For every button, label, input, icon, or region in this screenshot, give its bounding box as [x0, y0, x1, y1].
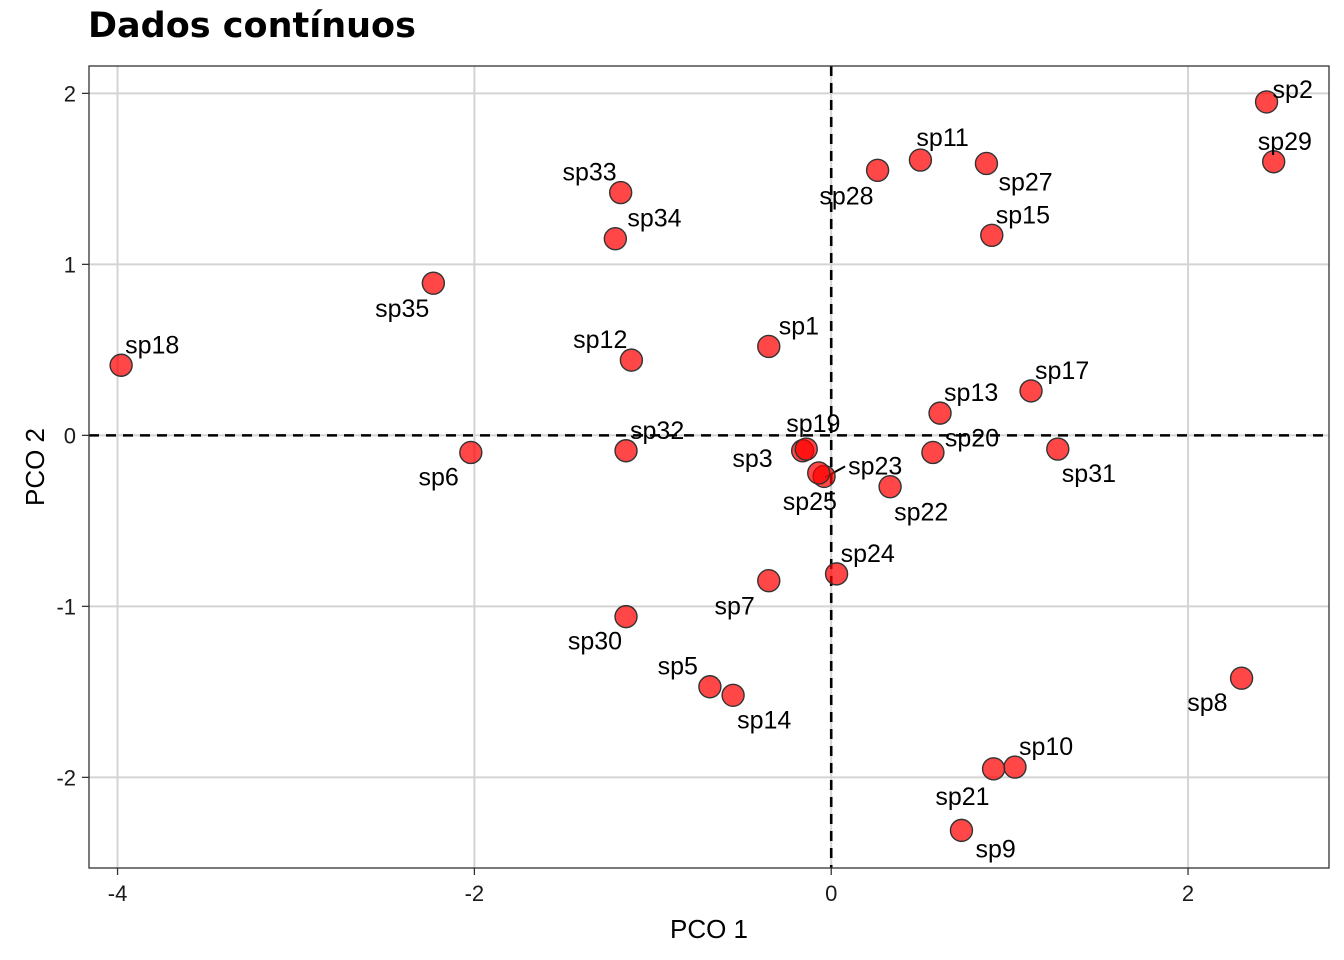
point-labels: sp1 sp2 sp3 sp5 sp6 sp7 sp8 sp9 sp10 sp11 sp12 sp13… — [125, 76, 1313, 863]
x-tick-label: -2 — [465, 881, 485, 906]
x-axis-title: PCO 1 — [670, 914, 748, 944]
point-label-sp17: sp17 — [1035, 357, 1089, 385]
y-axis-title: PCO 2 — [20, 428, 50, 506]
axis-ticks: -4 -2 0 2 -2 -1 0 1 2 — [56, 81, 1194, 906]
point-label-sp1: sp1 — [779, 312, 819, 340]
y-tick-label: -2 — [56, 765, 76, 790]
data-point-sp15 — [980, 223, 1004, 247]
data-points — [109, 90, 1286, 843]
data-point-sp29 — [1261, 150, 1286, 174]
point-label-sp29: sp29 — [1258, 128, 1312, 156]
point-label-sp19: sp19 — [786, 410, 840, 438]
point-label-sp23: sp23 — [848, 452, 902, 480]
point-label-sp7: sp7 — [714, 593, 754, 621]
x-tick-label: 2 — [1182, 881, 1194, 906]
data-point-sp30 — [614, 604, 638, 629]
data-point-sp21 — [981, 757, 1006, 781]
point-label-sp28: sp28 — [819, 182, 873, 210]
data-point-sp8 — [1229, 666, 1254, 690]
point-label-sp6: sp6 — [419, 463, 459, 491]
grid-lines — [89, 66, 1329, 868]
y-tick-label: 2 — [64, 81, 76, 106]
point-label-sp8: sp8 — [1187, 689, 1227, 717]
data-point-sp12 — [619, 348, 644, 372]
y-tick-label: 0 — [64, 423, 76, 448]
point-label-sp12: sp12 — [573, 326, 627, 354]
data-point-sp28 — [865, 158, 890, 183]
chart-title: Dados contínuos — [88, 6, 416, 46]
data-point-sp32 — [614, 439, 638, 463]
data-point-sp31 — [1046, 437, 1070, 461]
y-tick-label: 1 — [64, 252, 76, 277]
data-point-sp24 — [824, 562, 849, 586]
data-point-sp33 — [608, 180, 633, 205]
data-point-sp19 — [794, 437, 818, 461]
data-point-sp9 — [949, 818, 974, 843]
point-label-sp30: sp30 — [568, 628, 622, 656]
data-point-sp14 — [721, 683, 745, 707]
data-point-sp5 — [698, 675, 722, 699]
data-point-sp35 — [421, 271, 446, 295]
point-label-sp25: sp25 — [783, 488, 837, 516]
point-label-sp35: sp35 — [375, 295, 429, 323]
point-label-sp3: sp3 — [732, 445, 772, 473]
point-label-sp33: sp33 — [562, 159, 616, 187]
data-point-sp7 — [757, 569, 781, 593]
data-point-sp1 — [757, 334, 781, 359]
point-label-sp13: sp13 — [944, 379, 998, 407]
y-tick-label: -1 — [56, 594, 76, 619]
point-label-sp20: sp20 — [945, 424, 999, 452]
point-label-sp15: sp15 — [996, 201, 1050, 229]
data-point-sp22 — [878, 474, 902, 499]
data-point-sp18 — [109, 353, 133, 377]
point-label-sp27: sp27 — [998, 168, 1052, 196]
point-label-sp31: sp31 — [1062, 460, 1116, 488]
point-label-sp14: sp14 — [737, 706, 791, 734]
data-point-sp17 — [1019, 379, 1043, 403]
point-label-sp32: sp32 — [630, 417, 684, 445]
point-label-sp21: sp21 — [935, 783, 989, 811]
point-label-sp34: sp34 — [627, 205, 681, 233]
point-label-sp10: sp10 — [1019, 733, 1073, 761]
data-point-sp27 — [974, 151, 999, 176]
point-label-sp18: sp18 — [125, 331, 179, 359]
data-point-sp20 — [921, 440, 945, 465]
x-tick-label: -4 — [108, 881, 128, 906]
data-point-sp6 — [459, 440, 483, 465]
x-tick-label: 0 — [825, 881, 837, 906]
reference-lines — [89, 66, 1329, 868]
data-point-sp13 — [928, 401, 952, 425]
point-label-sp24: sp24 — [841, 540, 895, 568]
plot-panel-border — [88, 65, 1330, 869]
data-point-sp34 — [603, 227, 628, 251]
point-label-sp22: sp22 — [894, 499, 948, 527]
point-label-sp11: sp11 — [916, 124, 968, 152]
data-point-sp11 — [908, 148, 933, 172]
point-label-sp5: sp5 — [658, 653, 698, 681]
data-point-sp25 — [807, 461, 831, 485]
data-point-sp2 — [1254, 90, 1279, 114]
point-label-sp2: sp2 — [1273, 76, 1313, 104]
point-label-sp9: sp9 — [975, 835, 1015, 863]
